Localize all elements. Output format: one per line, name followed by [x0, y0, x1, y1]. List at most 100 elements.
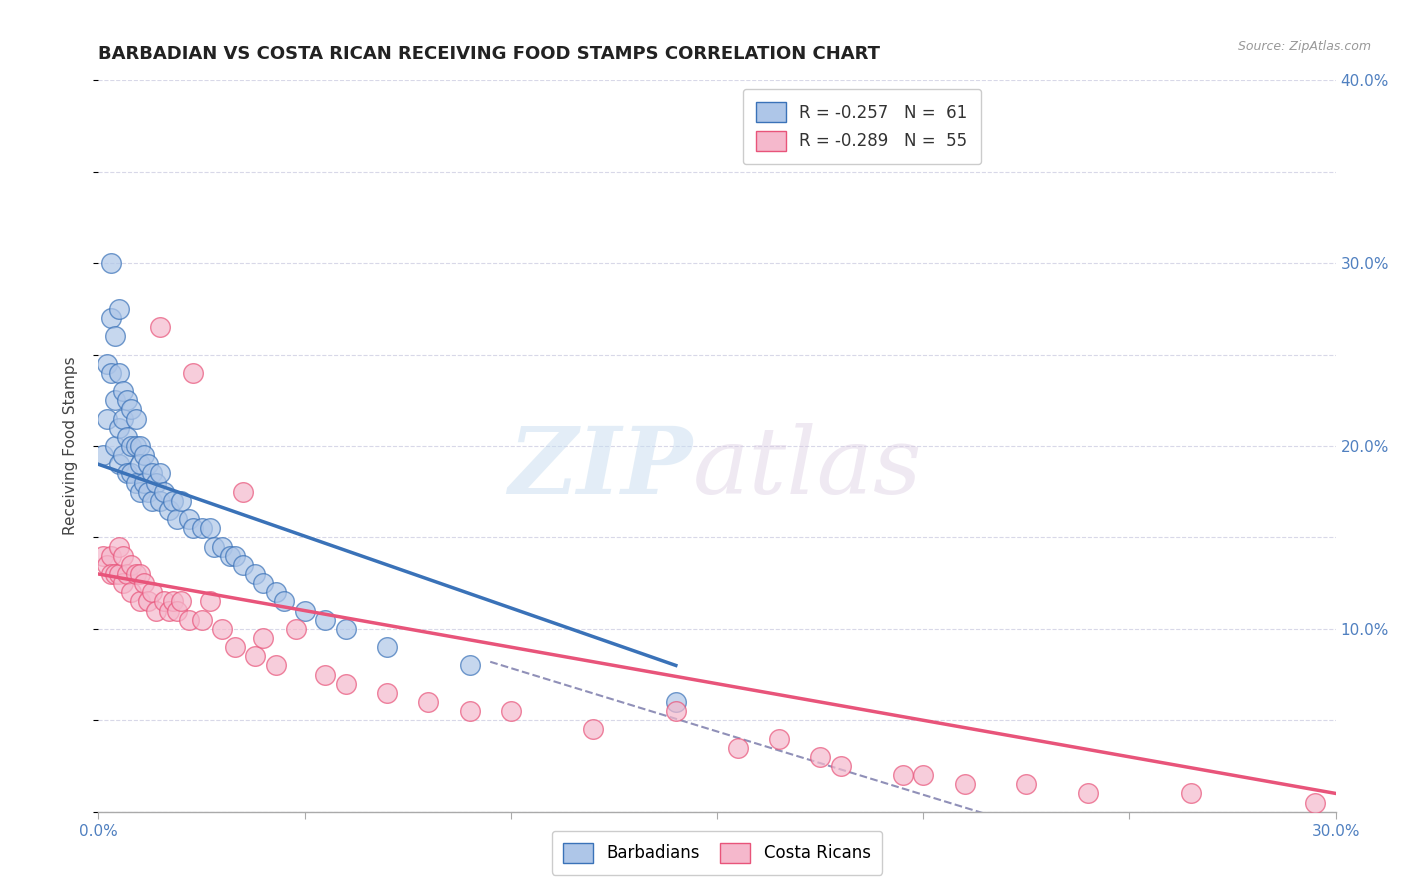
Point: [104, 439, 127, 453]
Point: [264, 585, 287, 599]
Point: [104, 567, 127, 582]
Point: [243, 567, 266, 582]
Point: [166, 603, 188, 617]
Point: [128, 439, 150, 453]
Point: [124, 439, 146, 453]
Point: [91, 549, 114, 563]
Point: [499, 704, 522, 718]
Point: [224, 640, 246, 655]
Point: [198, 594, 221, 608]
Point: [117, 430, 139, 444]
Point: [100, 567, 122, 582]
Point: [252, 631, 274, 645]
Point: [112, 448, 135, 462]
Point: [219, 549, 242, 563]
Point: [108, 567, 131, 582]
Point: [96, 411, 118, 425]
Point: [243, 649, 266, 664]
Point: [145, 475, 167, 490]
Text: atlas: atlas: [692, 423, 922, 513]
Point: [132, 576, 155, 591]
Point: [665, 695, 688, 709]
Point: [232, 484, 254, 499]
Point: [953, 777, 976, 791]
Point: [100, 311, 122, 326]
Point: [149, 493, 172, 508]
Point: [1180, 787, 1202, 801]
Point: [314, 667, 336, 681]
Point: [124, 411, 146, 425]
Point: [91, 448, 114, 462]
Point: [104, 329, 127, 343]
Point: [166, 512, 188, 526]
Point: [120, 402, 142, 417]
Point: [162, 493, 184, 508]
Point: [132, 475, 155, 490]
Point: [198, 521, 221, 535]
Point: [100, 366, 122, 380]
Point: [273, 594, 295, 608]
Point: [264, 658, 287, 673]
Point: [145, 603, 167, 617]
Point: [170, 594, 193, 608]
Point: [170, 493, 193, 508]
Point: [141, 585, 163, 599]
Point: [418, 695, 440, 709]
Point: [1303, 796, 1326, 810]
Point: [458, 658, 481, 673]
Text: ZIP: ZIP: [508, 423, 692, 513]
Point: [124, 567, 146, 582]
Point: [128, 567, 150, 582]
Point: [108, 366, 131, 380]
Point: [153, 594, 176, 608]
Text: Source: ZipAtlas.com: Source: ZipAtlas.com: [1237, 40, 1371, 54]
Point: [162, 594, 184, 608]
Point: [285, 622, 308, 636]
Point: [120, 467, 142, 481]
Point: [108, 458, 131, 472]
Point: [912, 768, 935, 782]
Legend: R = -0.257   N =  61, R = -0.289   N =  55: R = -0.257 N = 61, R = -0.289 N = 55: [742, 88, 981, 164]
Point: [108, 301, 131, 316]
Point: [181, 521, 204, 535]
Point: [294, 603, 316, 617]
Point: [100, 549, 122, 563]
Point: [1077, 787, 1099, 801]
Point: [149, 467, 172, 481]
Point: [117, 567, 139, 582]
Point: [157, 503, 180, 517]
Point: [190, 613, 212, 627]
Point: [128, 594, 150, 608]
Point: [108, 421, 131, 435]
Point: [117, 467, 139, 481]
Point: [179, 512, 201, 526]
Point: [96, 357, 118, 371]
Point: [157, 603, 180, 617]
Point: [108, 540, 131, 554]
Point: [375, 640, 398, 655]
Point: [141, 467, 163, 481]
Point: [128, 458, 150, 472]
Point: [582, 723, 605, 737]
Point: [136, 594, 159, 608]
Point: [458, 704, 481, 718]
Point: [112, 549, 135, 563]
Point: [211, 622, 233, 636]
Point: [100, 256, 122, 270]
Point: [375, 686, 398, 700]
Point: [136, 484, 159, 499]
Point: [120, 585, 142, 599]
Point: [1015, 777, 1038, 791]
Point: [136, 458, 159, 472]
Point: [768, 731, 790, 746]
Y-axis label: Receiving Food Stamps: Receiving Food Stamps: [63, 357, 77, 535]
Point: [830, 759, 852, 773]
Point: [891, 768, 914, 782]
Point: [181, 366, 204, 380]
Point: [808, 749, 831, 764]
Point: [112, 576, 135, 591]
Point: [224, 549, 246, 563]
Point: [665, 704, 688, 718]
Point: [153, 484, 176, 499]
Point: [211, 540, 233, 554]
